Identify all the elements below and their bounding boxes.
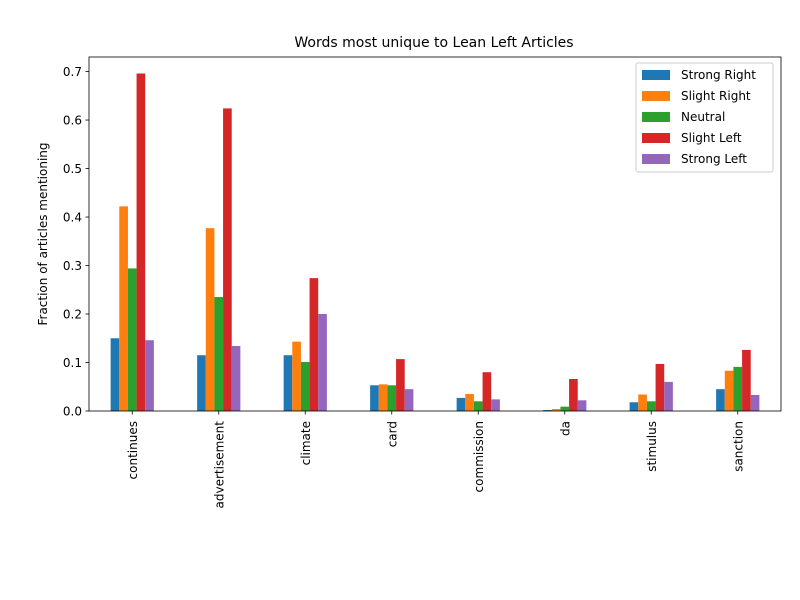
y-tick-label: 0.5 (63, 162, 82, 176)
legend-label: Slight Left (681, 131, 742, 145)
axes-layer: 0.0 0.1 0.2 0.3 0.4 0.5 0.6 0.7 continues adverti… (63, 56, 782, 509)
bar-slight-left-commission (482, 372, 492, 411)
bar-neutral-continues (127, 268, 137, 411)
bar-slight-left-da (569, 378, 578, 411)
bar-strong-left-stimulus (664, 381, 673, 411)
bar-strong-right-commission (456, 397, 466, 411)
bar-slight-right-continues (119, 206, 128, 411)
x-tick-label: card (385, 421, 399, 447)
bar-slight-right-da (551, 409, 561, 411)
bar-slight-left-advertisement (223, 108, 232, 412)
x-tick-label: advertisement (212, 421, 226, 509)
bar-slight-right-advertisement (205, 228, 215, 411)
legend-swatch (642, 91, 670, 101)
y-tick-label: 0.2 (63, 308, 82, 322)
y-tick-label: 0.3 (63, 259, 82, 273)
bar-slight-left-sanction (742, 349, 751, 411)
legend-label: Slight Right (681, 89, 751, 103)
legend-label: Neutral (681, 110, 725, 124)
legend-box (635, 62, 774, 173)
bar-slight-right-climate (292, 341, 301, 411)
bar-strong-left-continues (145, 340, 154, 411)
chart-title: Words most unique to Lean Left Articles (294, 35, 573, 51)
bar-strong-right-card (370, 385, 379, 411)
legend-swatch (642, 70, 670, 80)
x-tick-label: sanction (731, 421, 745, 472)
bar-slight-left-continues (136, 73, 146, 412)
bar-neutral-commission (473, 401, 483, 411)
bar-neutral-advertisement (214, 297, 224, 411)
y-tick-label: 0.0 (63, 405, 82, 419)
x-tick-label: da (558, 421, 572, 436)
bar-strong-right-stimulus (629, 402, 639, 411)
bar-slight-left-climate (309, 278, 319, 411)
x-tick-label: continues (126, 421, 140, 479)
x-tick-label: commission (472, 421, 486, 492)
bar-slight-left-card (396, 359, 405, 411)
bars-layer (110, 73, 760, 412)
bar-strong-right-da (543, 410, 552, 411)
bar-strong-left-da (577, 400, 587, 411)
bar-slight-right-card (378, 384, 388, 411)
y-tick-label: 0.7 (63, 65, 82, 79)
legend-swatch (642, 154, 670, 164)
y-tick-label: 0.4 (63, 211, 82, 225)
bar-strong-right-continues (110, 338, 120, 411)
legend: Strong Right Slight Right Neutral Slight Le… (635, 62, 774, 173)
bar-slight-right-sanction (724, 370, 734, 411)
bar-strong-left-advertisement (231, 346, 241, 411)
legend-label: Strong Left (681, 152, 747, 166)
legend-swatch (642, 133, 670, 143)
bar-slight-left-stimulus (655, 363, 665, 411)
legend-swatch (642, 112, 670, 122)
x-tick-label: climate (299, 421, 313, 465)
y-tick-label: 0.1 (63, 356, 82, 370)
bar-neutral-climate (300, 362, 310, 411)
bar-strong-left-card (404, 389, 414, 411)
bar-strong-left-sanction (750, 395, 760, 411)
plot-frame (88, 56, 782, 412)
x-tick-label: stimulus (645, 421, 659, 472)
bar-slight-right-commission (465, 394, 474, 411)
bar-slight-right-stimulus (638, 394, 647, 411)
y-tick-label: 0.6 (63, 114, 82, 128)
bar-neutral-da (560, 406, 570, 411)
bar-neutral-sanction (733, 366, 743, 411)
legend-label: Strong Right (681, 68, 756, 82)
bar-strong-right-advertisement (197, 355, 206, 411)
bar-neutral-stimulus (646, 401, 656, 411)
bar-neutral-card (387, 385, 397, 411)
bar-strong-right-climate (283, 355, 293, 411)
bar-strong-left-climate (318, 314, 327, 411)
bar-strong-left-commission (491, 399, 500, 411)
y-axis-label: Fraction of articles mentioning (36, 142, 50, 325)
bar-strong-right-sanction (716, 389, 725, 411)
